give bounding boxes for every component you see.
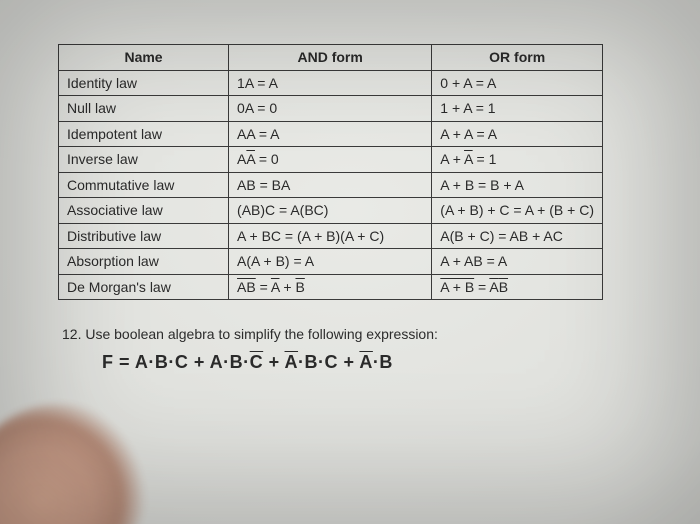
question-expression: F = A·B·C + A·B·C + A·B·C + A·B [58, 352, 603, 373]
cell-or-form: A + B = AB [432, 274, 603, 300]
table-row: Identity law1A = A0 + A = A [59, 70, 603, 96]
cell-or-form: A(B + C) = AB + AC [432, 223, 603, 249]
col-header-and: AND form [229, 45, 432, 71]
table-row: Inverse lawAA = 0A + A = 1 [59, 147, 603, 173]
cell-law-name: De Morgan's law [59, 274, 229, 300]
cell-and-form: AB = A + B [229, 274, 432, 300]
cell-law-name: Idempotent law [59, 121, 229, 147]
cell-and-form: A + BC = (A + B)(A + C) [229, 223, 432, 249]
cell-and-form: AA = A [229, 121, 432, 147]
cell-law-name: Inverse law [59, 147, 229, 173]
worksheet-region: Name AND form OR form Identity law1A = A… [58, 44, 603, 373]
table-row: Absorption lawA(A + B) = AA + AB = A [59, 249, 603, 275]
cell-and-form: 0A = 0 [229, 96, 432, 122]
cell-and-form: 1A = A [229, 70, 432, 96]
cell-or-form: A + A = A [432, 121, 603, 147]
boolean-laws-table: Name AND form OR form Identity law1A = A… [58, 44, 603, 300]
question-line: 12. Use boolean algebra to simplify the … [58, 326, 603, 342]
cell-law-name: Null law [59, 96, 229, 122]
cell-or-form: 0 + A = A [432, 70, 603, 96]
table-row: Null law0A = 01 + A = 1 [59, 96, 603, 122]
cell-law-name: Commutative law [59, 172, 229, 198]
cell-or-form: (A + B) + C = A + (B + C) [432, 198, 603, 224]
cell-and-form: AA = 0 [229, 147, 432, 173]
table-body: Identity law1A = A0 + A = ANull law0A = … [59, 70, 603, 300]
table-row: De Morgan's lawAB = A + BA + B = AB [59, 274, 603, 300]
question-text: Use boolean algebra to simplify the foll… [85, 326, 438, 342]
cell-and-form: AB = BA [229, 172, 432, 198]
col-header-name: Name [59, 45, 229, 71]
table-header-row: Name AND form OR form [59, 45, 603, 71]
table-row: Commutative lawAB = BAA + B = B + A [59, 172, 603, 198]
cell-or-form: 1 + A = 1 [432, 96, 603, 122]
table-row: Associative law(AB)C = A(BC)(A + B) + C … [59, 198, 603, 224]
cell-or-form: A + B = B + A [432, 172, 603, 198]
cell-and-form: (AB)C = A(BC) [229, 198, 432, 224]
table-row: Distributive lawA + BC = (A + B)(A + C)A… [59, 223, 603, 249]
cell-law-name: Identity law [59, 70, 229, 96]
cell-or-form: A + AB = A [432, 249, 603, 275]
cell-law-name: Associative law [59, 198, 229, 224]
thumb-shadow [0, 404, 150, 524]
table-row: Idempotent lawAA = AA + A = A [59, 121, 603, 147]
cell-and-form: A(A + B) = A [229, 249, 432, 275]
col-header-or: OR form [432, 45, 603, 71]
cell-law-name: Distributive law [59, 223, 229, 249]
question-number: 12. [62, 326, 81, 342]
cell-law-name: Absorption law [59, 249, 229, 275]
cell-or-form: A + A = 1 [432, 147, 603, 173]
